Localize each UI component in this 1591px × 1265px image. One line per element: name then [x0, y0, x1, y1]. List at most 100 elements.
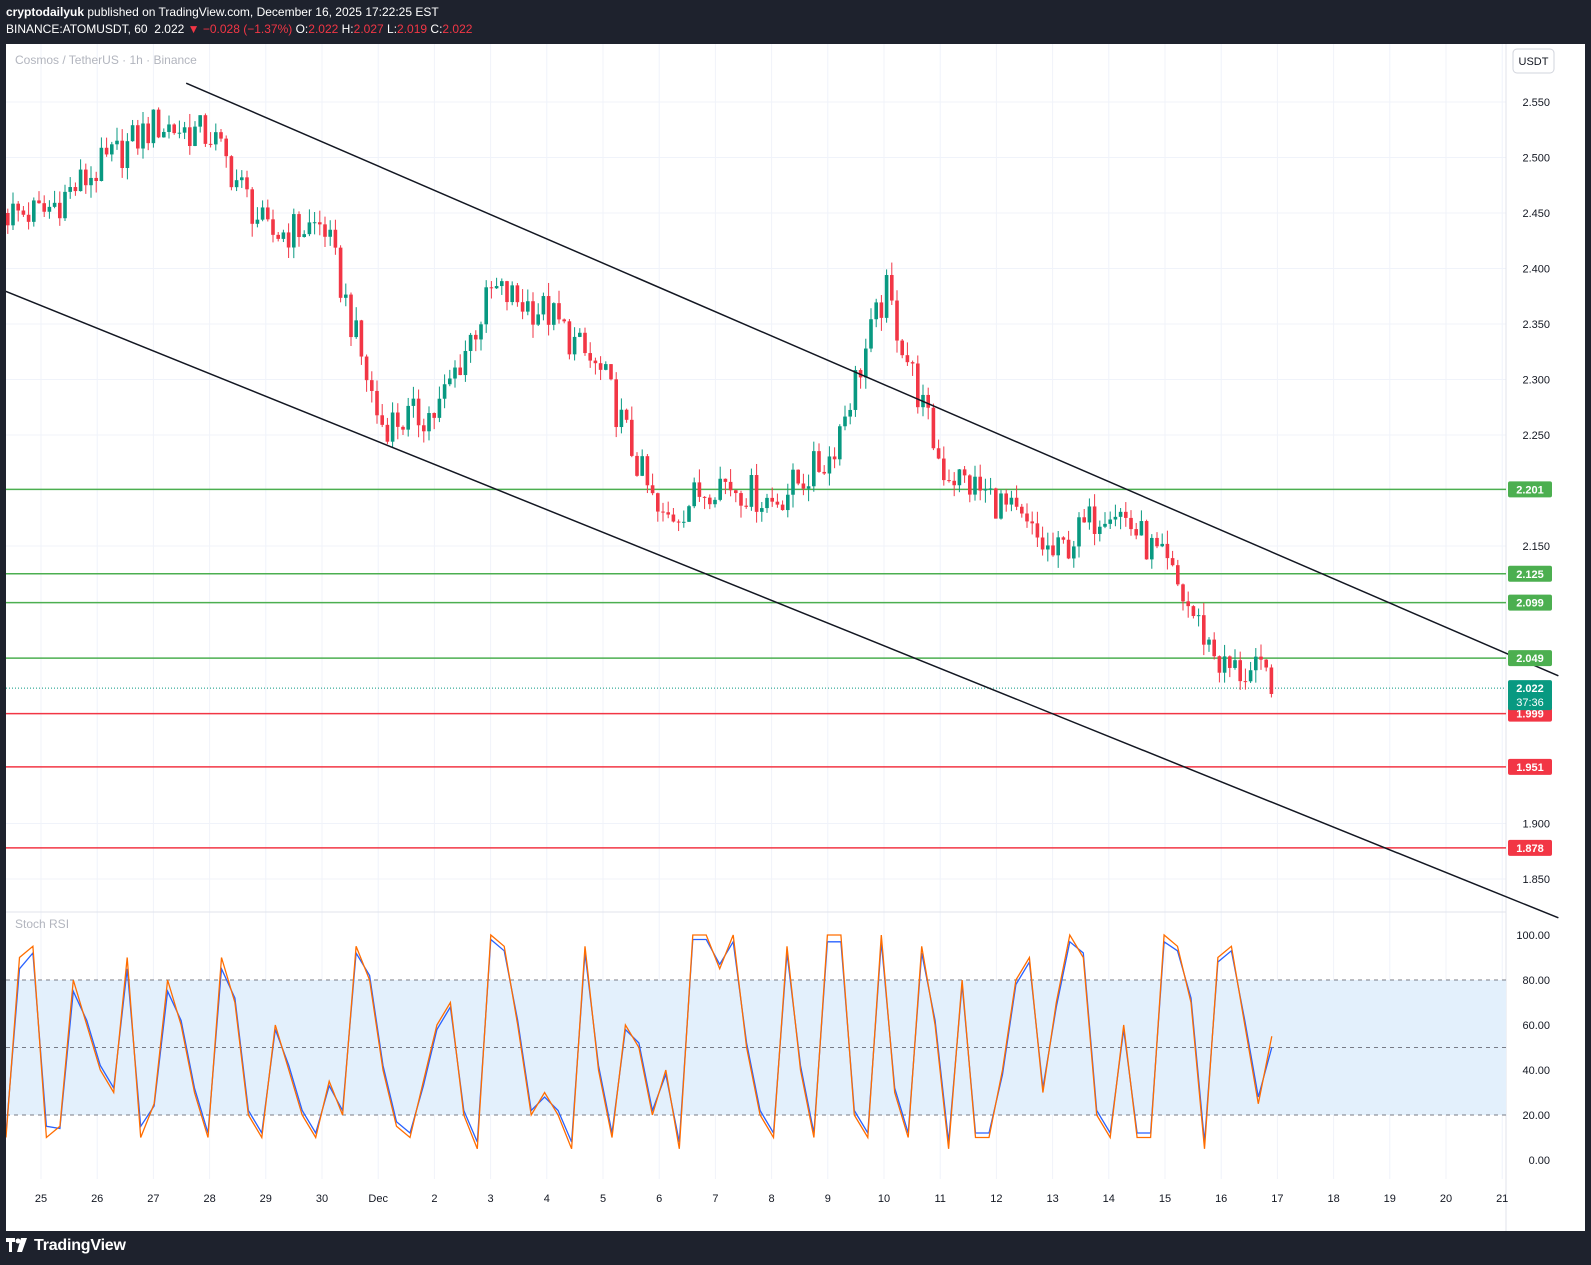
- candle-body: [546, 296, 551, 325]
- time-tick-label: 5: [600, 1193, 606, 1205]
- candle-body: [609, 364, 613, 380]
- candle-body: [125, 141, 130, 169]
- candle-body: [328, 229, 332, 237]
- close-label: C:: [430, 22, 443, 36]
- time-tick-label: 2: [431, 1193, 437, 1205]
- candle-body: [697, 482, 702, 497]
- candle-body: [1082, 517, 1086, 523]
- candle-body: [453, 367, 457, 379]
- chart-panel[interactable]: 2.550 2.500 2.450 2.400 2.350 2.300 2.250 2.150…: [6, 44, 1585, 1231]
- candle-body: [177, 132, 182, 134]
- last-price-box: [1508, 680, 1552, 711]
- candle-body: [489, 287, 494, 289]
- tradingview-logo[interactable]: TradingView: [6, 1237, 126, 1255]
- price-tick-label: 2.250: [1522, 430, 1550, 442]
- candle-body: [396, 412, 400, 427]
- candle-body: [1269, 667, 1274, 694]
- currency-button-label[interactable]: USDT: [1519, 56, 1549, 68]
- stoch-d-line: [6, 933, 1273, 1150]
- candle-body: [1103, 523, 1107, 527]
- candle-body: [931, 407, 936, 449]
- candle-body: [1025, 513, 1029, 522]
- chart-header: cryptodailyuk published on TradingView.c…: [0, 0, 1591, 44]
- candle-body: [926, 394, 930, 408]
- channel-trendline: [6, 290, 1559, 919]
- last-price-label: 2.022: [1516, 683, 1544, 695]
- candle-body: [708, 497, 712, 505]
- level-label: 1.951: [1516, 762, 1544, 774]
- candle-body: [650, 485, 655, 494]
- candle-body: [120, 140, 124, 169]
- candle-body: [312, 222, 317, 224]
- candle-body: [1191, 606, 1196, 617]
- candle-body: [848, 409, 852, 417]
- candle-body: [604, 364, 608, 370]
- candle-body: [16, 203, 20, 211]
- candle-body: [406, 405, 410, 430]
- candle-body: [832, 456, 837, 460]
- candle-body: [520, 302, 525, 312]
- candle-body: [370, 380, 374, 391]
- candle-body: [474, 334, 478, 340]
- low-label: L:: [387, 22, 398, 36]
- open-value: 2.022: [308, 22, 339, 36]
- candle-body: [796, 469, 800, 484]
- candle-body: [1139, 521, 1144, 536]
- time-tick-label: 25: [35, 1193, 47, 1205]
- price-chart[interactable]: 2.550 2.500 2.450 2.400 2.350 2.300 2.250 2.150…: [6, 44, 1585, 1231]
- candle-body: [411, 398, 416, 406]
- candle-body: [1248, 670, 1253, 682]
- price-tick-label: 2.300: [1522, 375, 1550, 387]
- candle-body: [1014, 497, 1019, 507]
- stoch-tick-label: 0.00: [1529, 1155, 1550, 1167]
- price-tick-label: 2.400: [1522, 264, 1550, 276]
- candle-body: [1113, 516, 1118, 520]
- time-tick-label: 30: [316, 1193, 328, 1205]
- candle-body: [42, 203, 46, 212]
- candle-body: [1155, 537, 1159, 547]
- level-label: 2.125: [1516, 569, 1544, 581]
- candle-body: [541, 296, 546, 315]
- candle-body: [713, 499, 717, 505]
- time-tick-label: 19: [1384, 1193, 1396, 1205]
- candle-body: [1004, 493, 1008, 505]
- stoch-tick-label: 60.00: [1522, 1020, 1550, 1032]
- candle-body: [760, 508, 764, 512]
- candle-body: [1030, 521, 1034, 524]
- candle-body: [1170, 558, 1175, 566]
- candle-body: [229, 156, 234, 188]
- price-tick-label: 2.150: [1522, 541, 1550, 553]
- time-tick-label: 6: [656, 1193, 662, 1205]
- time-axis: 25 26 27 28 29 30 Dec 2 3 4 5 6 7 8 9 10 11 12 13 14 15 16 17 1…: [35, 1193, 1508, 1205]
- candle-body: [515, 285, 520, 303]
- candle-body: [630, 419, 634, 456]
- price-tick-label: 2.350: [1522, 319, 1550, 331]
- time-tick-label: 28: [203, 1193, 215, 1205]
- candle-body: [146, 123, 150, 144]
- candle-body: [463, 350, 468, 376]
- candle-body: [292, 214, 296, 248]
- author-name[interactable]: cryptodailyuk: [6, 5, 85, 19]
- level-label: 2.099: [1516, 598, 1544, 610]
- candle-body: [671, 514, 676, 522]
- currency-button[interactable]: [1512, 48, 1555, 74]
- candle-body: [260, 207, 265, 220]
- candle-body: [104, 147, 109, 155]
- level-label-box: [1508, 594, 1552, 611]
- candle-body: [838, 426, 842, 460]
- symbol-label: BINANCE:ATOMUSDT, 60: [6, 22, 148, 36]
- candle-body: [198, 115, 202, 127]
- candle-body: [6, 213, 10, 226]
- candle-body: [224, 138, 228, 157]
- price-tick-label: 1.900: [1522, 819, 1550, 831]
- publish-info: published on TradingView.com, December 1…: [84, 5, 439, 19]
- candle-body: [957, 469, 962, 486]
- candle-body: [427, 413, 431, 432]
- candle-body: [994, 488, 998, 519]
- candle-body: [593, 360, 598, 364]
- candle-body: [458, 367, 462, 376]
- candle-body: [266, 207, 270, 220]
- price-change: ▼ −0.028 (−1.37%): [187, 22, 293, 36]
- open-label: O:: [295, 22, 309, 36]
- candle-body: [864, 348, 868, 378]
